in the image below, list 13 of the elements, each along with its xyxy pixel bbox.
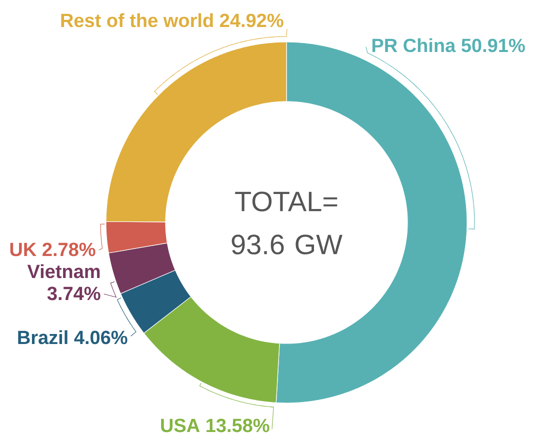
data-label: 3.74% <box>47 286 100 300</box>
slice-label: Brazil <box>18 330 68 344</box>
slice-label: PR China <box>372 38 456 52</box>
slice-label: UK <box>10 242 36 256</box>
text: TOTAL= 93.6 GW <box>232 192 342 254</box>
data-label: 50.91% <box>462 38 525 52</box>
slice-label: Rest of the world <box>61 13 213 28</box>
data-label: 13.58% <box>206 418 270 432</box>
data-label: 24.92% <box>220 14 284 28</box>
slice-label: USA <box>161 418 200 432</box>
slice-label: Vietnam <box>27 264 100 278</box>
data-label: 4.06% <box>74 330 128 344</box>
data-label: 2.78% <box>42 242 96 256</box>
